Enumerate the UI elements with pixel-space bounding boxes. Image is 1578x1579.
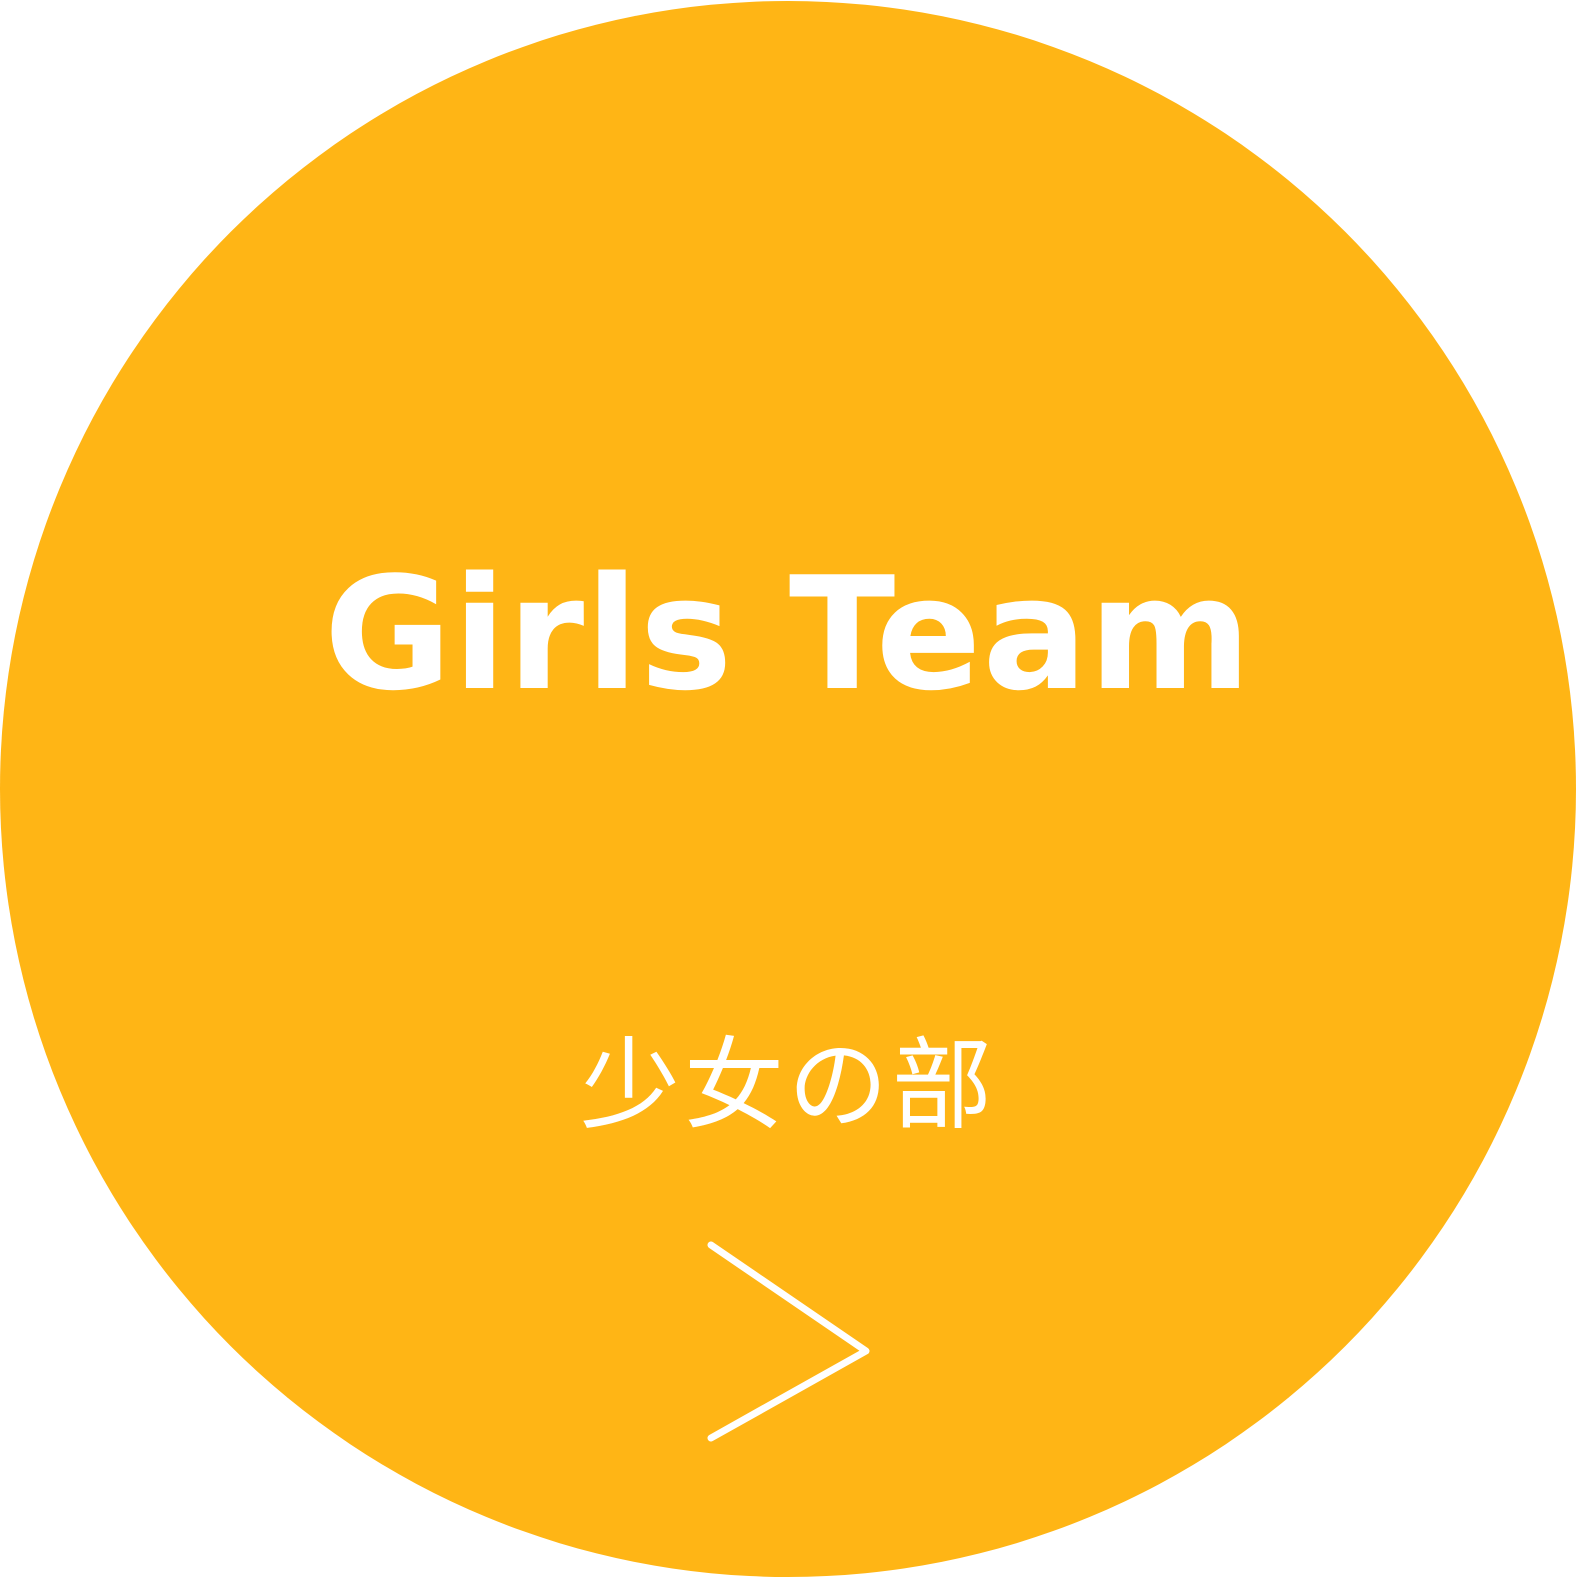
button-title: Girls Team bbox=[323, 543, 1253, 725]
button-subtitle: 少女の部 bbox=[580, 1027, 996, 1144]
chevron-right-icon bbox=[707, 1241, 870, 1442]
